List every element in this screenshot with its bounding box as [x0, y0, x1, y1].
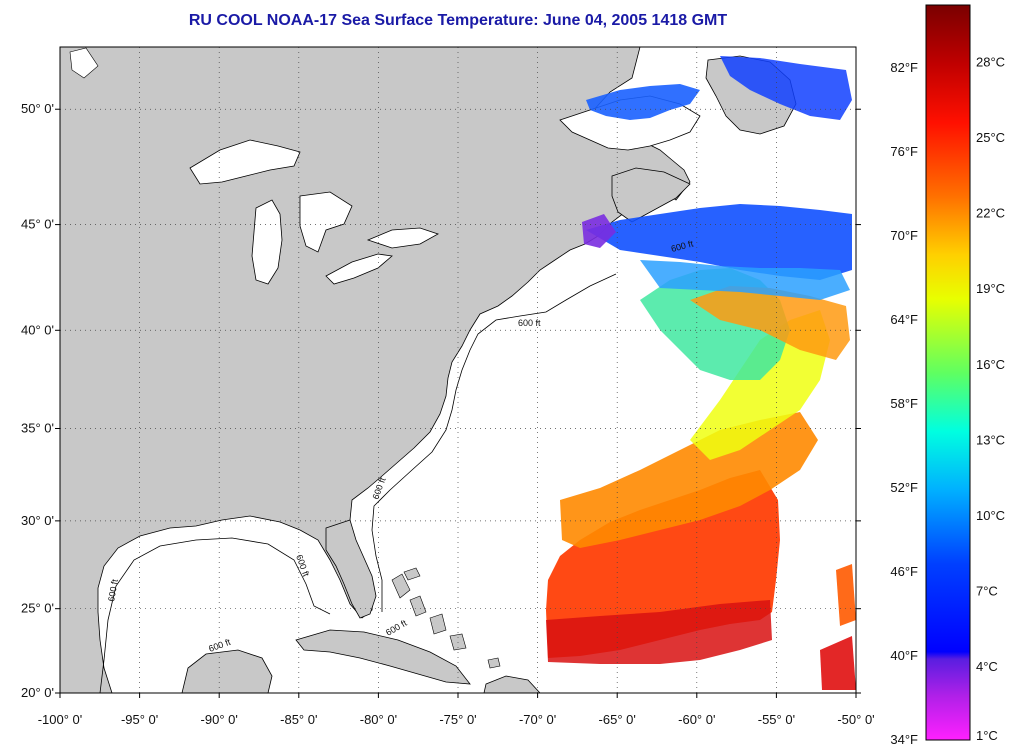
sst-purple-gulf-maine: [582, 214, 616, 248]
longitude-label: -95° 0': [121, 712, 158, 727]
celsius-label: 25°C: [976, 130, 1005, 145]
latitude-label: 50° 0': [21, 101, 54, 116]
temperature-colorbar: 82°F 76°F 70°F 64°F 58°F 52°F 46°F 40°F 34°F 28°…: [890, 4, 1005, 747]
latitude-label: 35° 0': [21, 420, 54, 435]
celsius-label: 28°C: [976, 54, 1005, 69]
sst-data-layer: [546, 56, 856, 690]
latitude-labels: 20° 0' 25° 0' 30° 0' 35° 0' 40° 0' 45° 0' 50° …: [21, 101, 861, 700]
contour-label: 600 ft: [106, 578, 120, 602]
bahamas-islands: [391, 567, 501, 669]
celsius-label: 19°C: [976, 281, 1005, 296]
sst-orange-mid: [560, 412, 818, 548]
fahrenheit-label: 58°F: [890, 396, 918, 411]
celsius-label: 16°C: [976, 357, 1005, 372]
yucatan-peninsula: [181, 649, 273, 693]
colorbar-gradient: [925, 4, 971, 741]
longitude-label: -55° 0': [758, 712, 795, 727]
sst-orange-northeast: [690, 286, 850, 360]
lake-winnipeg-area: [69, 47, 99, 79]
lake-huron: [299, 191, 353, 253]
longitude-label: -80° 0': [360, 712, 397, 727]
contour-label: 600 ft: [518, 318, 541, 328]
map-title: RU COOL NOAA-17 Sea Surface Temperature:…: [188, 12, 728, 29]
sst-blue-north: [586, 204, 852, 280]
celsius-label: 13°C: [976, 432, 1005, 447]
sst-east-edge-red: [820, 636, 856, 690]
sst-blue-labrador: [720, 56, 852, 120]
latitude-label: 30° 0': [21, 513, 54, 528]
sst-blue-st-lawrence: [586, 84, 700, 120]
longitude-label: -60° 0': [678, 712, 715, 727]
lake-michigan: [251, 199, 283, 285]
celsius-label: 10°C: [976, 508, 1005, 523]
longitude-label: -50° 0': [837, 712, 874, 727]
celsius-label: 4°C: [976, 659, 998, 674]
celsius-label: 22°C: [976, 206, 1005, 221]
lake-superior: [189, 139, 301, 185]
fahrenheit-scale: 82°F 76°F 70°F 64°F 58°F 52°F 46°F 40°F 34°F: [890, 60, 918, 747]
longitude-label: -65° 0': [599, 712, 636, 727]
sst-east-edge-orange: [836, 564, 856, 626]
fahrenheit-label: 46°F: [890, 564, 918, 579]
isobath-600ft-contour: [99, 273, 617, 693]
celsius-scale: 28°C 25°C 22°C 19°C 16°C 13°C 10°C 7°C 4°C 1°C: [976, 54, 1005, 743]
longitude-label: -90° 0': [201, 712, 238, 727]
longitude-label: -70° 0': [519, 712, 556, 727]
longitude-label: -100° 0': [38, 712, 83, 727]
fahrenheit-label: 34°F: [890, 732, 918, 747]
fahrenheit-label: 76°F: [890, 144, 918, 159]
sst-light-blue-band: [640, 260, 850, 300]
fahrenheit-label: 82°F: [890, 60, 918, 75]
latitude-label: 40° 0': [21, 322, 54, 337]
nova-scotia: [611, 167, 691, 223]
lake-ontario: [366, 227, 439, 249]
longitude-label: -75° 0': [439, 712, 476, 727]
north-america-land: [60, 47, 691, 693]
sst-red-bands: [546, 600, 772, 664]
latitude-label: 20° 0': [21, 685, 54, 700]
celsius-label: 7°C: [976, 584, 998, 599]
longitude-label: -85° 0': [280, 712, 317, 727]
fahrenheit-label: 40°F: [890, 648, 918, 663]
latitude-label: 25° 0': [21, 601, 54, 616]
fahrenheit-label: 64°F: [890, 312, 918, 327]
latitude-label: 45° 0': [21, 217, 54, 232]
longitude-labels: -100° 0' -95° 0' -90° 0' -85° 0' -80° 0' -75°…: [38, 693, 875, 727]
hispaniola: [483, 675, 541, 693]
fahrenheit-label: 52°F: [890, 480, 918, 495]
map-plot-area: 600 ft 600 ft 600 ft 600 ft 600 ft 600 f…: [21, 46, 875, 727]
lake-erie: [325, 253, 393, 285]
celsius-label: 1°C: [976, 728, 998, 743]
florida-peninsula: [325, 519, 377, 619]
fahrenheit-label: 70°F: [890, 228, 918, 243]
